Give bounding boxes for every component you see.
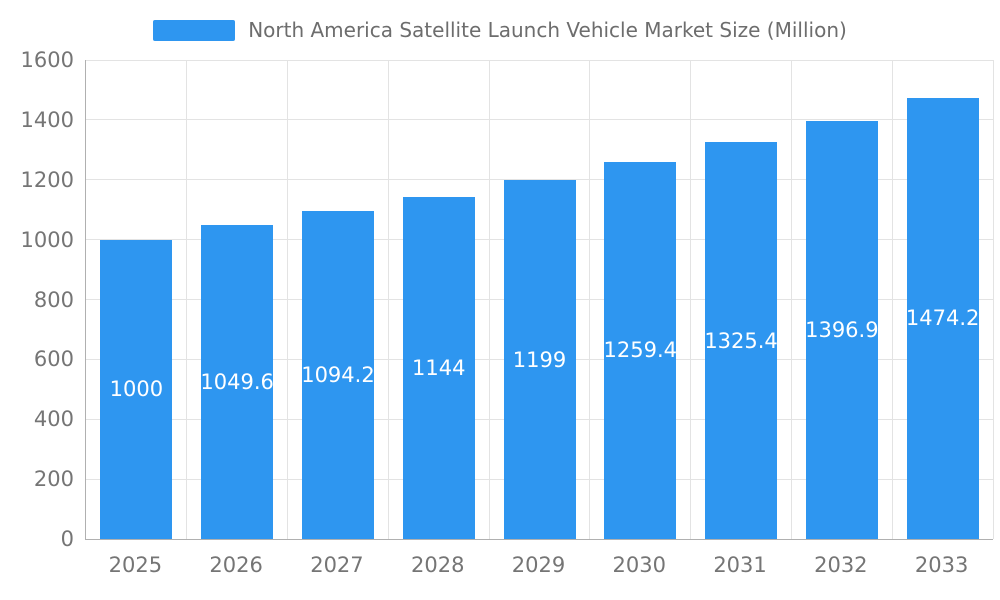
bar-value-label: 1199	[512, 347, 567, 372]
bar-2030: 1259.4	[603, 161, 678, 539]
legend[interactable]: North America Satellite Launch Vehicle M…	[0, 18, 1000, 42]
x-axis: 2025 2026 2027 2028 2029 2030 2031 2032 2033	[85, 551, 993, 581]
gridline-vertical	[488, 60, 490, 539]
bar-value-label: 1474.2	[905, 306, 980, 331]
gridline-vertical	[992, 60, 994, 539]
bar-2033: 1474.2	[905, 97, 980, 539]
bar-2027: 1094.2	[301, 211, 375, 539]
y-axis-tick-label: 200	[33, 467, 74, 492]
x-axis-tick-label: 2027	[310, 553, 364, 577]
x-axis-tick-label: 2032	[814, 553, 868, 577]
gridline-vertical	[287, 60, 289, 539]
y-axis-tick-label: 1000	[20, 227, 74, 252]
plot-area: 1000 1049.6 1094.2 1144 1199 1259.4 1325.4 1396…	[85, 59, 994, 540]
bar-value-label: 1325.4	[704, 328, 778, 353]
gridline-vertical	[690, 60, 692, 539]
x-axis-tick-label: 2025	[108, 553, 163, 577]
y-axis-tick-label: 1200	[20, 167, 74, 192]
y-axis-tick-label: 400	[33, 407, 74, 432]
y-axis-tick-label: 1400	[20, 107, 74, 132]
bar-value-label: 1049.6	[200, 369, 274, 394]
bar-value-label: 1259.4	[603, 338, 678, 363]
bar-value-label: 1144	[411, 355, 466, 380]
x-axis-tick-label: 2031	[713, 553, 767, 577]
y-axis-tick-label: 800	[33, 287, 74, 312]
x-axis-tick-label: 2028	[410, 553, 465, 577]
x-axis-tick-label: 2030	[612, 553, 666, 577]
gridline-vertical	[790, 60, 792, 539]
y-axis: 0 200 400 600 800 1000 1200 1400 1600	[0, 48, 74, 551]
bar-2031: 1325.4	[704, 142, 778, 539]
bar-2028: 1144	[402, 196, 475, 539]
x-axis-tick-label: 2033	[914, 553, 969, 577]
gridline-horizontal	[86, 59, 993, 61]
bar-2025: 1000	[100, 239, 173, 539]
y-axis-tick-label: 0	[60, 527, 74, 551]
bar-value-label: 1000	[109, 377, 164, 402]
y-axis-tick-label: 600	[33, 347, 74, 372]
y-axis-tick-label: 1600	[20, 48, 74, 72]
bar-value-label: 1094.2	[301, 363, 375, 388]
bar-2032: 1396.9	[805, 120, 879, 539]
gridline-vertical	[589, 60, 591, 539]
gridline-vertical	[891, 60, 893, 539]
x-axis-tick-label: 2029	[511, 553, 566, 577]
x-axis-tick-label: 2026	[209, 553, 263, 577]
gridline-horizontal	[86, 119, 993, 121]
gridline-horizontal	[86, 179, 993, 181]
bar-2029: 1199	[503, 180, 576, 539]
gridline-vertical	[387, 60, 389, 539]
bar-value-label: 1396.9	[805, 317, 879, 342]
legend-label: North America Satellite Launch Vehicle M…	[248, 18, 847, 42]
gridline-vertical	[186, 60, 188, 539]
bar-2026: 1049.6	[200, 224, 274, 539]
legend-swatch-icon	[153, 19, 236, 41]
